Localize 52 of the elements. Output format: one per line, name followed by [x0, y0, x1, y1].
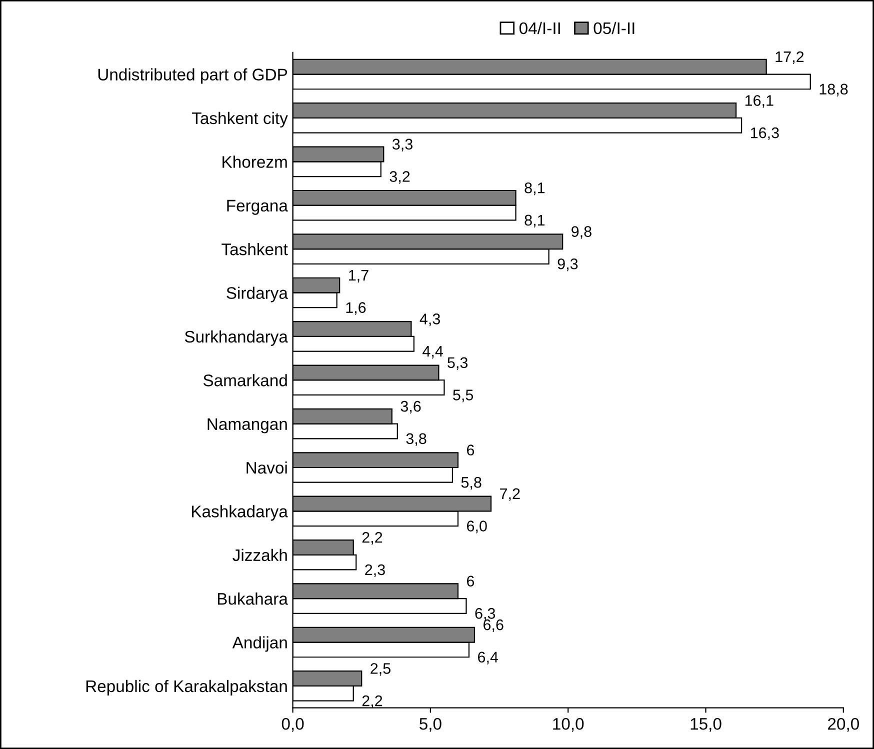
data-label: 6 — [467, 576, 474, 587]
data-label: 6 — [467, 444, 474, 456]
data-label: 9,8 — [572, 226, 592, 239]
data-label: 8,1 — [524, 214, 545, 228]
data-label: 3,3 — [392, 138, 412, 152]
data-label: 6,3 — [475, 608, 496, 621]
data-label: 4,3 — [420, 314, 440, 326]
y-tick-label: Khorezm — [222, 156, 287, 168]
y-tick-label: Sirdarya — [226, 286, 288, 302]
y-tick-label: Tashkent city — [192, 112, 288, 128]
y-tick-label: Andijan — [232, 636, 287, 652]
y-tick-label: Samarkand — [203, 374, 287, 386]
data-label: 17,2 — [776, 51, 804, 64]
data-label: 2,2 — [362, 695, 382, 708]
data-label: 5,5 — [453, 390, 474, 402]
data-label: 3,2 — [390, 171, 410, 184]
data-label: 16,1 — [745, 95, 774, 108]
x-tick-label: 10,0 — [553, 718, 584, 732]
data-label: 6,6 — [484, 619, 504, 632]
x-tick-label: 0,0 — [282, 718, 304, 732]
x-tick-label: 20,0 — [828, 718, 859, 732]
legend-label: 04/I-II — [519, 22, 560, 34]
y-tick-label: Namangan — [208, 418, 287, 434]
data-label: 7,2 — [500, 488, 520, 501]
data-label: 2,5 — [370, 663, 390, 676]
data-label: 16,3 — [750, 127, 779, 140]
y-tick-label: Tashkent — [222, 243, 288, 256]
data-label: 18,8 — [820, 84, 848, 96]
y-tick-label: Fergana — [227, 200, 288, 215]
x-tick-label: 5,0 — [420, 718, 442, 732]
data-label: 9,3 — [558, 258, 578, 272]
data-label: 4,4 — [422, 346, 443, 358]
y-tick-label: Undistributed part of GDP — [98, 68, 288, 84]
y-tick-label: Navoi — [246, 461, 287, 474]
data-label: 3,8 — [406, 433, 426, 446]
y-tick-label: Bukahara — [218, 592, 288, 605]
data-label: 5,8 — [461, 476, 482, 490]
data-label: 3,6 — [400, 400, 421, 414]
data-label: 6,0 — [467, 520, 487, 534]
y-tick-label: Republic of Karakalpakstan — [86, 680, 287, 696]
data-label: 2,3 — [365, 564, 385, 577]
x-tick-label: 15,0 — [690, 718, 722, 732]
data-label: 1,7 — [349, 270, 368, 282]
y-tick-label: Kashkadarya — [192, 505, 288, 521]
data-label: 6,4 — [478, 652, 498, 664]
legend-label: 05/I-II — [594, 22, 634, 34]
data-label: 5,3 — [448, 357, 468, 370]
data-label: 8,1 — [524, 182, 545, 196]
data-label: 2,2 — [362, 532, 382, 545]
y-tick-label: Jizzakh — [232, 548, 287, 562]
y-tick-label: Surkhandarya — [184, 330, 288, 346]
data-label: 1,6 — [346, 302, 366, 315]
